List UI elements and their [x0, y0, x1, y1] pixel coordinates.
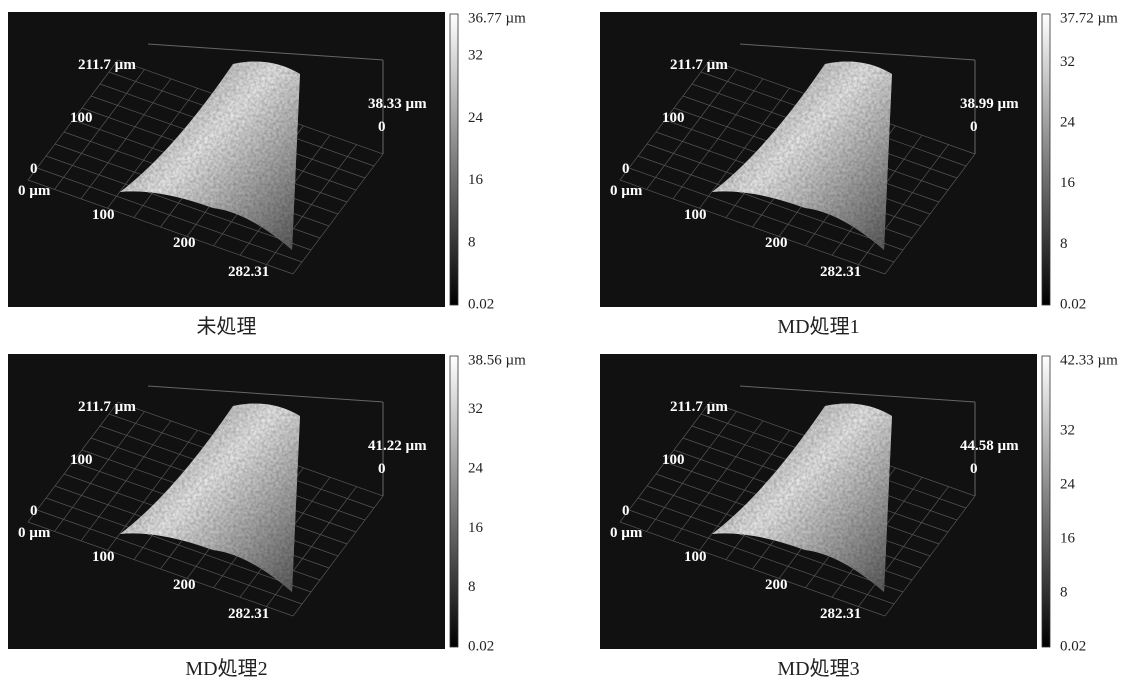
colorbar-max: 38.56 µm: [468, 352, 526, 368]
axis-label: 211.7 µm: [78, 399, 136, 415]
axis-label: 100: [662, 452, 685, 468]
axis-label: 41.22 µm: [368, 438, 427, 454]
axis-label: 0 µm: [610, 183, 643, 199]
colorbar-min: 0.02: [468, 638, 494, 654]
axis-label: 0: [970, 461, 978, 477]
colorbar-tick: 16: [468, 172, 484, 188]
colorbar-tick: 32: [468, 48, 483, 64]
colorbar-tick: 24: [1060, 476, 1076, 492]
colorbar-tick: 8: [468, 579, 476, 595]
caption: 未処理: [197, 315, 257, 338]
axis-label: 200: [765, 577, 788, 593]
axis-label: 200: [173, 235, 196, 251]
panel: 211.7 µm 100 0 0 µm 100 200 282.31 41.22 µm 0 38.…: [8, 352, 526, 680]
axis-label: 100: [70, 452, 93, 468]
colorbar-tick: 24: [468, 110, 484, 126]
axis-label: 0: [622, 161, 630, 177]
axis-label: 100: [684, 207, 707, 223]
panel: 211.7 µm 100 0 0 µm 100 200 282.31 38.33 µm 0 36.…: [8, 10, 526, 338]
colorbar-tick: 32: [468, 401, 483, 417]
axis-label: 0: [622, 503, 630, 519]
colorbar-tick: 8: [1060, 584, 1068, 600]
axis-label: 0: [30, 161, 38, 177]
colorbar-tick: 32: [1060, 54, 1075, 70]
axis-label: 282.31: [228, 264, 269, 280]
axis-label: 282.31: [820, 264, 861, 280]
axis-label: 100: [70, 110, 93, 126]
panel: 211.7 µm 100 0 0 µm 100 200 282.31 44.58 µm 0 42.…: [600, 352, 1118, 680]
colorbar: [1042, 356, 1050, 647]
caption: MD処理2: [185, 657, 267, 680]
colorbar-min: 0.02: [468, 296, 494, 312]
colorbar-tick: 32: [1060, 422, 1075, 438]
axis-label: 38.99 µm: [960, 96, 1019, 112]
axis-label: 100: [684, 549, 707, 565]
colorbar: [450, 14, 458, 305]
axis-label: 200: [765, 235, 788, 251]
colorbar-min: 0.02: [1060, 638, 1086, 654]
panel: 211.7 µm 100 0 0 µm 100 200 282.31 38.99 µm 0 37.…: [600, 10, 1118, 338]
axis-label: 211.7 µm: [78, 57, 136, 73]
axis-label: 0: [378, 119, 386, 135]
colorbar-max: 37.72 µm: [1060, 10, 1118, 26]
axis-label: 0 µm: [610, 525, 643, 541]
axis-label: 0 µm: [18, 183, 51, 199]
colorbar-tick: 16: [1060, 175, 1076, 191]
axis-label: 100: [92, 549, 115, 565]
axis-label: 200: [173, 577, 196, 593]
axis-label: 44.58 µm: [960, 438, 1019, 454]
axis-label: 211.7 µm: [670, 57, 728, 73]
axis-label: 0: [970, 119, 978, 135]
axis-label: 100: [662, 110, 685, 126]
caption: MD処理3: [777, 657, 859, 680]
figure: 211.7 µm 100 0 0 µm 100 200 282.31 38.33 µm 0 36.…: [0, 0, 1142, 680]
colorbar-tick: 16: [468, 520, 484, 536]
caption: MD処理1: [777, 315, 859, 338]
colorbar: [450, 356, 458, 647]
colorbar-max: 36.77 µm: [468, 10, 526, 26]
colorbar-tick: 24: [1060, 115, 1076, 131]
axis-label: 100: [92, 207, 115, 223]
axis-label: 0 µm: [18, 525, 51, 541]
colorbar-tick: 24: [468, 460, 484, 476]
colorbar-tick: 8: [1060, 236, 1068, 252]
axis-label: 0: [30, 503, 38, 519]
colorbar: [1042, 14, 1050, 305]
axis-label: 211.7 µm: [670, 399, 728, 415]
colorbar-tick: 8: [468, 234, 476, 250]
axis-label: 282.31: [820, 606, 861, 622]
axis-label: 0: [378, 461, 386, 477]
axis-label: 282.31: [228, 606, 269, 622]
colorbar-tick: 16: [1060, 530, 1076, 546]
axis-label: 38.33 µm: [368, 96, 427, 112]
colorbar-min: 0.02: [1060, 296, 1086, 312]
colorbar-max: 42.33 µm: [1060, 352, 1118, 368]
